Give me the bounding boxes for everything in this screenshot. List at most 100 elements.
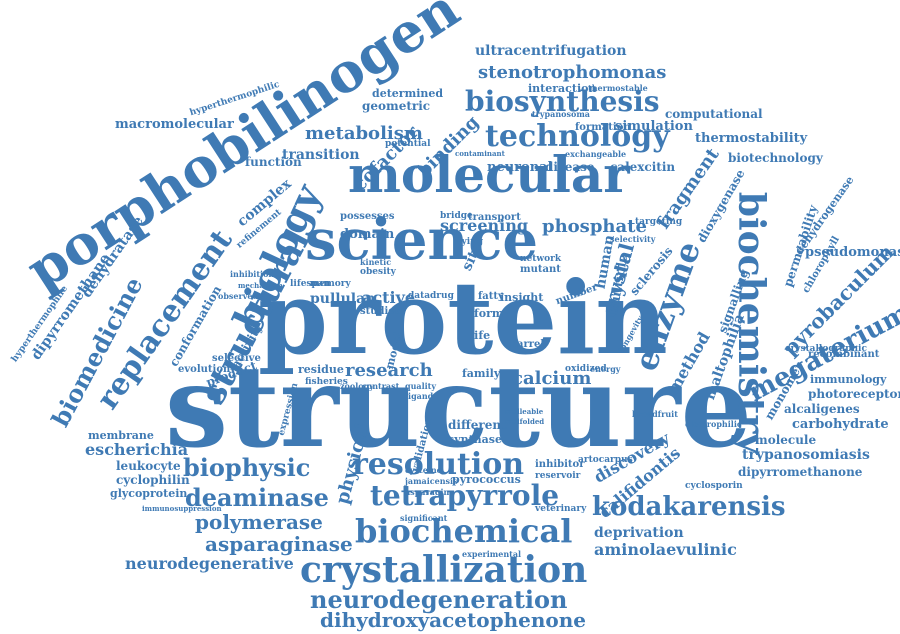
word-ligand: ligand <box>405 391 434 401</box>
word-macromolecular: macromolecular <box>115 117 234 132</box>
word-cyclophilin: cyclophilin <box>116 473 190 487</box>
word-flying: flying <box>455 237 484 247</box>
word-pullulan: pullulan <box>310 291 376 307</box>
word-selective: selective <box>212 353 261 364</box>
word-computational: computational <box>665 107 763 121</box>
word-disease: disease <box>545 160 595 174</box>
word-crystallization: crystallization <box>300 549 588 591</box>
word-crystallographic: crystallographic <box>785 344 867 354</box>
word-possesses: possesses <box>340 211 395 222</box>
word-neuronal: neuronal <box>487 160 553 175</box>
word-veterinary: veterinary <box>535 504 587 514</box>
word-carbohydrate: carbohydrate <box>792 417 889 432</box>
word-stenotrophomonas: stenotrophomonas <box>478 62 667 83</box>
word-observed: observed <box>218 291 259 301</box>
word-immunosuppression: immunosuppression <box>142 504 222 513</box>
word-thermostable: thermostable <box>588 83 648 93</box>
word-malleable: malleable <box>505 407 544 416</box>
word-metabolism: metabolism <box>305 123 423 144</box>
word-artocarpus: artocarpus <box>578 455 633 465</box>
word-molecular: molecular <box>348 145 630 204</box>
word-membrane: membrane <box>88 429 154 442</box>
word-ultracentrifugation: ultracentrifugation <box>475 43 627 59</box>
word-interaction: interaction <box>528 82 597 95</box>
word-simulation: simulation <box>615 119 693 134</box>
word-aminolaevulinic: aminolaevulinic <box>594 540 737 559</box>
word-molecule: molecule <box>755 433 817 447</box>
word-transport: transport <box>468 212 521 223</box>
word-barrel: barrel <box>510 339 545 350</box>
word-life: life <box>470 329 491 342</box>
word-studies: studies <box>360 306 401 317</box>
word-selectivity: selectivity <box>610 234 656 244</box>
word-research: research <box>345 360 433 381</box>
word-trypanosoma: trypanosoma <box>532 109 590 119</box>
word-biotechnology: biotechnology <box>728 151 823 165</box>
word-dihydroxyacetophenone: dihydroxyacetophenone <box>320 608 586 632</box>
word-insight: insight <box>500 291 544 304</box>
word-biophysic: biophysic <box>183 453 311 482</box>
word-potential: potential <box>385 139 431 149</box>
word-biosynthesis: biosynthesis <box>465 85 660 118</box>
word-pseudomonas: pseudomonas <box>805 245 900 260</box>
word-data: data <box>408 291 431 301</box>
word-deprivation: deprivation <box>594 525 684 541</box>
word-cysteine: cysteine <box>405 465 442 475</box>
word-neurodegeneration: neurodegeneration <box>310 585 568 614</box>
word-mechanism: mechanism <box>238 281 283 290</box>
word-reservoir: reservoir <box>535 471 581 481</box>
word-function: function <box>245 155 302 169</box>
word-synthase: synthase <box>448 433 502 446</box>
word-bridge: bridge <box>440 211 473 221</box>
word-science: science <box>305 207 538 273</box>
word-inhibitor: inhibitor <box>535 459 585 470</box>
word-memory: memory <box>310 279 351 289</box>
word-form: form <box>474 307 504 320</box>
word-energy: energy <box>590 364 621 374</box>
word-neurodegenerative: neurodegenerative <box>125 554 294 573</box>
word-cyclosporin: cyclosporin <box>685 481 743 491</box>
word-contrast: contrast <box>362 381 400 391</box>
word-formation: formation <box>575 122 631 133</box>
word-mutant: mutant <box>520 264 561 275</box>
word-geometric: geometric <box>362 99 431 113</box>
word-phosphate: phosphate <box>542 216 647 237</box>
word-transition: transition <box>282 147 360 163</box>
word-targeting: targeting <box>635 217 683 227</box>
word-polymerase: polymerase <box>195 510 323 534</box>
word-inhibition: inhibition <box>230 269 275 279</box>
word-drug: drug <box>430 291 454 301</box>
word-protein: protein <box>258 259 668 377</box>
word-leukocyte: leukocyte <box>116 459 181 473</box>
word-photoreceptor: photoreceptor <box>808 387 900 401</box>
word-tetrapyrrole: tetrapyrrole <box>370 479 560 512</box>
word-pyrococcus: pyrococcus <box>452 473 521 486</box>
word-thermostability: thermostability <box>695 131 808 146</box>
word-different: different <box>448 418 507 432</box>
word-fisheries: fisheries <box>305 377 348 387</box>
word-calcium: calcium <box>512 368 592 389</box>
word-evolution: evolution <box>178 364 231 375</box>
word-asparaginase: asparaginase <box>205 532 353 556</box>
word-network: network <box>520 254 562 264</box>
word-immunology: immunology <box>810 373 887 386</box>
word-kodakarensis: kodakarensis <box>592 492 786 522</box>
word-oxidized: oxidized <box>565 364 607 374</box>
word-fatty: fatty <box>478 291 504 302</box>
word-alcaligenes: alcaligenes <box>784 402 860 416</box>
word-quality: quality <box>405 381 437 391</box>
word-significant: significant <box>400 513 448 523</box>
word-screening: screening <box>440 216 529 235</box>
word-asparagine: asparagine <box>405 487 455 497</box>
word-contaminant: contaminant <box>455 149 505 158</box>
word-kinetic: kinetic <box>360 257 392 267</box>
word-experimental: experimental <box>462 549 522 559</box>
word-exchangeable: exchangeable <box>565 149 627 159</box>
word-dipyrromethanone: dipyrromethanone <box>738 465 863 479</box>
word-obesity: obesity <box>360 267 396 277</box>
word-jamaicensis: jamaicensis <box>405 476 458 486</box>
word-active: active <box>362 288 416 307</box>
word-determined: determined <box>372 87 444 100</box>
word-glycoprotein: glycoprotein <box>110 487 188 500</box>
word-structure: structure <box>165 342 752 473</box>
